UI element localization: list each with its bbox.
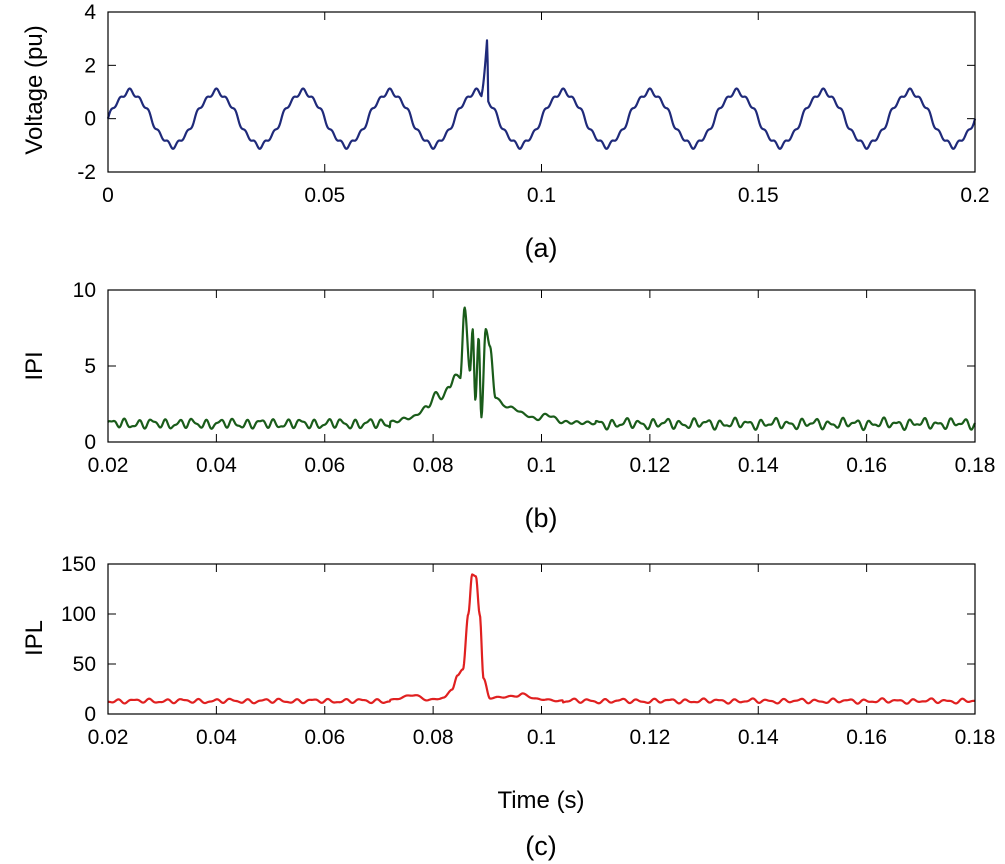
- panel-a-voltage: Voltage (pu) -2 0 2 4 0 0.05 0.1 0.15 0.2 (a): [21, 1, 990, 263]
- panel-c-ytick-label: 0: [84, 703, 96, 726]
- panel-a-xtick-label: 0.05: [304, 184, 345, 207]
- panel-b-ytick-label: 5: [84, 355, 96, 378]
- panel-c-ytick-label: 100: [61, 603, 96, 626]
- panel-c-xtick-label: 0.14: [738, 726, 779, 749]
- panel-b-xtick-label: 0.06: [304, 454, 345, 477]
- panel-a-ylabel: Voltage (pu): [21, 25, 48, 154]
- panel-a-ytick-label: 4: [84, 1, 96, 24]
- panel-c-xtick-label: 0.18: [955, 726, 996, 749]
- panel-b-xtick-label: 0.16: [846, 454, 887, 477]
- panel-c-xtick-label: 0.08: [413, 726, 454, 749]
- panel-b-xtick-label: 0.18: [955, 454, 996, 477]
- panel-c-xtick-label: 0.02: [88, 726, 129, 749]
- panel-b-frame: [107, 289, 976, 443]
- panel-c-xtick-label: 0.16: [846, 726, 887, 749]
- panel-a-caption: (a): [525, 233, 558, 263]
- panel-c-caption: (c): [525, 831, 556, 861]
- panel-b-ytick-label: 0: [84, 431, 96, 454]
- panel-b-ipi-line: [107, 306, 976, 432]
- panel-b-ipi: IPI 0 5 10 0.02 0.04 0.06 0.08 0.1 0.12 0.14 0.16…: [21, 279, 995, 533]
- panel-c-xtick-label: 0.04: [196, 726, 237, 749]
- panel-a-xtick-label: 0.1: [527, 184, 556, 207]
- panel-b-xtick-label: 0.12: [629, 454, 670, 477]
- panel-c-xtick-label: 0.1: [527, 726, 556, 749]
- panel-b-y-ticks: 0 5 10: [73, 279, 975, 454]
- panel-c-x-ticks: 0.02 0.04 0.06 0.08 0.1 0.12 0.14 0.16 0.18: [88, 564, 996, 749]
- panel-a-xtick-label: 0.2: [960, 184, 989, 207]
- panel-c-ipl: IPL 0 50 100 150 0.02 0.04 0.06 0.08 0.1 0.12 0.1…: [21, 553, 995, 861]
- panel-a-ytick-label: -2: [77, 161, 96, 184]
- panel-b-xtick-label: 0.02: [88, 454, 129, 477]
- panel-b-xtick-label: 0.08: [413, 454, 454, 477]
- panel-c-xlabel: Time (s): [497, 787, 584, 814]
- panel-b-xtick-label: 0.04: [196, 454, 237, 477]
- panel-b-caption: (b): [525, 503, 558, 533]
- panel-c-ytick-label: 150: [61, 553, 96, 576]
- panel-c-ytick-label: 50: [73, 653, 96, 676]
- panel-a-frame: [107, 11, 976, 173]
- panel-b-xtick-label: 0.1: [527, 454, 556, 477]
- panel-a-voltage-line: [106, 39, 977, 150]
- panel-c-frame: [107, 563, 976, 715]
- panel-b-x-ticks: 0.02 0.04 0.06 0.08 0.1 0.12 0.14 0.16 0.18: [88, 290, 996, 477]
- panel-a-xtick-label: 0: [102, 184, 114, 207]
- panel-b-ytick-label: 10: [73, 279, 96, 302]
- panel-a-xtick-label: 0.15: [738, 184, 779, 207]
- panel-c-ylabel: IPL: [21, 620, 48, 656]
- panel-a-y-ticks: -2 0 2 4: [77, 1, 975, 184]
- panel-c-xtick-label: 0.12: [629, 726, 670, 749]
- panel-a-ytick-label: 0: [84, 108, 96, 131]
- panel-b-xtick-label: 0.14: [738, 454, 779, 477]
- panel-c-ipl-line: [107, 573, 976, 705]
- panel-b-ylabel: IPI: [21, 351, 48, 380]
- panel-c-xtick-label: 0.06: [304, 726, 345, 749]
- panel-a-ytick-label: 2: [84, 54, 96, 77]
